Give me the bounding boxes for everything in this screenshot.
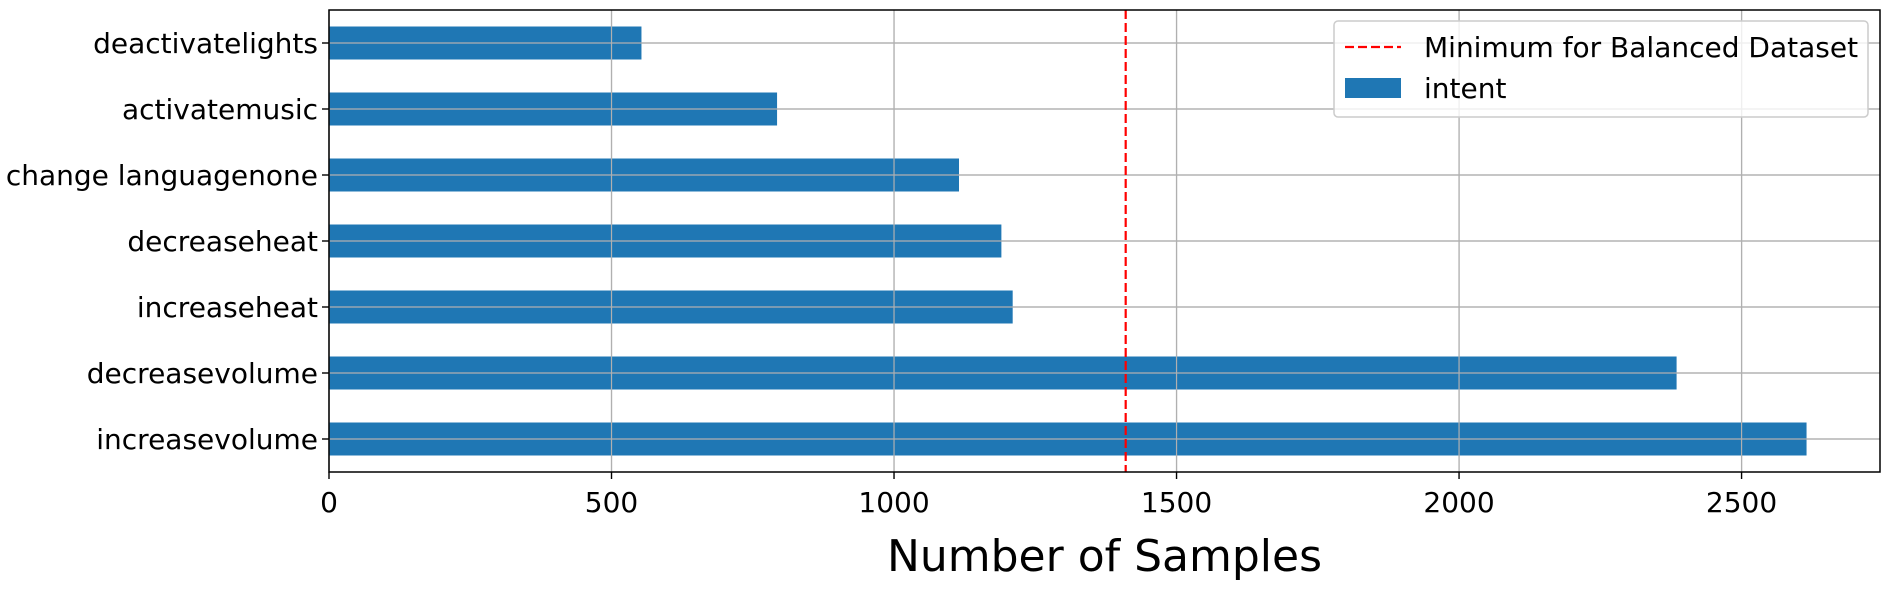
y-tick-label: decreaseheat (127, 225, 318, 258)
y-tick-label: deactivatelights (93, 27, 318, 60)
y-axis-ticks: increasevolume decreasevolume increaseheat… (6, 27, 329, 456)
x-tick-label: 2500 (1706, 486, 1777, 519)
x-tick-label: 500 (585, 486, 638, 519)
x-tick-label: 2000 (1423, 486, 1494, 519)
y-tick-label: decreasevolume (87, 357, 318, 390)
legend-box (1333, 20, 1869, 118)
y-tick-label: activatemusic (122, 93, 318, 126)
x-axis-ticks: 0 500 1000 1500 2000 2500 (320, 472, 1777, 519)
y-tick-label: increaseheat (137, 291, 318, 324)
legend-bar-swatch (1345, 78, 1401, 98)
y-tick-label: change languagenone (6, 159, 318, 192)
legend-label-minimum: Minimum for Balanced Dataset (1424, 31, 1858, 64)
bars (328, 10, 1880, 472)
x-axis-title: Number of Samples (887, 531, 1322, 582)
y-tick-label: increasevolume (96, 423, 318, 456)
legend-label-intent: intent (1424, 72, 1506, 105)
legend: Minimum for Balanced Dataset intent (1333, 20, 1869, 118)
x-tick-label: 1000 (858, 486, 929, 519)
x-tick-label: 0 (320, 486, 338, 519)
x-tick-label: 1500 (1141, 486, 1212, 519)
